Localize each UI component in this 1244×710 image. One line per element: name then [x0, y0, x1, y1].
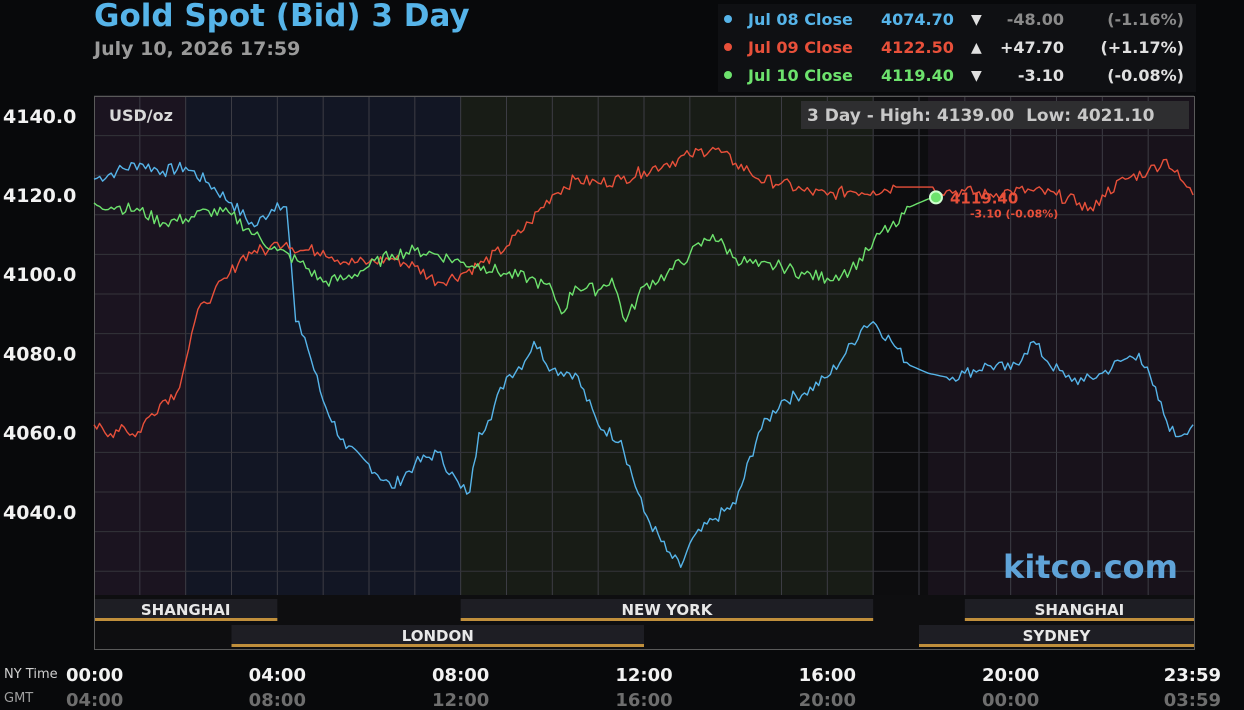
session-bar: [919, 625, 1194, 644]
x-tick-label-gmt: 04:00: [66, 690, 123, 710]
legend-close-value: 4074.70: [881, 10, 954, 29]
session-band: [460, 96, 874, 595]
legend-row-jul10: Jul 10 Close 4119.40 ▼ -3.10 (-0.08%): [718, 66, 1196, 88]
legend-row-jul09: Jul 09 Close 4122.50 ▲ +47.70 (+1.17%): [718, 38, 1196, 60]
series-line-jul-08-close: [93, 161, 1194, 568]
legend-label: Jul 10 Close: [748, 66, 853, 85]
legend-change: +47.70: [999, 38, 1064, 57]
x-tick-label-ny: 08:00: [432, 665, 489, 686]
x-tick-label-ny: 20:00: [982, 665, 1039, 686]
last-value-label: 4119.40: [950, 189, 1018, 207]
legend-dot: [724, 71, 732, 79]
range-label: 3 Day - High: 4139.00 Low: 4021.10: [807, 106, 1155, 126]
last-point-marker: [928, 190, 943, 205]
session-bars: SHANGHAI NEW YORK SHANGHAI LONDON SYDNEY: [94, 599, 1194, 647]
x-tick-label-gmt: 03:59: [1164, 690, 1221, 710]
x-tick-label-ny: 12:00: [615, 665, 672, 686]
x-tick-label-ny: 16:00: [799, 665, 856, 686]
legend-close-value: 4122.50: [881, 38, 954, 57]
legend-percent: (+1.17%): [1100, 38, 1184, 57]
session-label: SYDNEY: [1023, 627, 1092, 645]
legend-label: Jul 09 Close: [748, 38, 853, 57]
series-line-jul-09-close: [93, 146, 1194, 439]
series-line-jul-10-close: [93, 196, 937, 323]
axis-labels: 4140.0 4120.0 4100.0 4080.0 4060.0 4040.0 NY T…: [3, 106, 1221, 710]
y-tick-label: 4040.0: [3, 502, 76, 524]
session-label: SHANGHAI: [1035, 601, 1125, 619]
session-bar: [964, 599, 1194, 618]
down-arrow-icon: ▼: [971, 12, 982, 28]
legend-row-jul08: Jul 08 Close 4074.70 ▼ -48.00 (-1.16%): [718, 10, 1196, 32]
legend: Jul 08 Close 4074.70 ▼ -48.00 (-1.16%) J…: [718, 4, 1196, 92]
down-arrow-icon: ▼: [971, 68, 982, 84]
y-tick-label: 4060.0: [3, 423, 76, 445]
legend-dot: [724, 43, 732, 51]
session-band: [873, 96, 929, 595]
x-tick-label-ny: 04:00: [249, 665, 306, 686]
legend-percent: (-1.16%): [1107, 10, 1184, 29]
up-arrow-icon: ▲: [971, 40, 982, 56]
series-lines: [93, 146, 1194, 568]
legend-label: Jul 08 Close: [748, 10, 853, 29]
x-tick-label-ny: 00:00: [66, 665, 123, 686]
range-box: [801, 101, 1189, 129]
session-bar: [94, 599, 278, 618]
y-tick-label: 4140.0: [3, 106, 76, 128]
last-change-label: -3.10 (-0.08%): [970, 207, 1058, 220]
chart-title: Gold Spot (Bid) 3 Day: [94, 0, 470, 34]
session-underline: [94, 618, 278, 621]
x-tick-label-gmt: 12:00: [432, 690, 489, 710]
session-bar: [231, 625, 644, 644]
y-tick-label: 4100.0: [3, 264, 76, 286]
session-underline: [919, 644, 1194, 647]
x-tick-label-gmt: 20:00: [799, 690, 856, 710]
session-label: LONDON: [402, 627, 474, 645]
y-tick-label: 4080.0: [3, 343, 76, 365]
x-tick-label-gmt: 08:00: [249, 690, 306, 710]
legend-change: -48.00: [1006, 10, 1064, 29]
gmt-label: GMT: [4, 691, 33, 706]
session-underline: [231, 644, 644, 647]
legend-close-value: 4119.40: [881, 66, 954, 85]
gridlines: [94, 95, 1194, 595]
legend-percent: (-0.08%): [1107, 66, 1184, 85]
x-tick-label-gmt: 00:00: [982, 690, 1039, 710]
session-underline: [964, 618, 1194, 621]
legend-dot: [724, 15, 732, 23]
session-label: SHANGHAI: [141, 601, 231, 619]
plot-frame: [94, 96, 1195, 650]
session-band: [928, 96, 1194, 595]
session-bar: [460, 599, 874, 618]
legend-change: -3.10: [1017, 66, 1064, 85]
unit-label: USD/oz: [109, 106, 173, 125]
watermark: kitco.com: [1003, 548, 1178, 586]
ny-time-label: NY Time: [4, 667, 58, 682]
x-tick-label-ny: 23:59: [1164, 665, 1221, 686]
session-underline: [460, 618, 874, 621]
x-tick-label-gmt: 16:00: [615, 690, 672, 710]
chart-timestamp: July 10, 2026 17:59: [94, 38, 301, 60]
y-tick-label: 4120.0: [3, 185, 76, 207]
session-label: NEW YORK: [622, 601, 714, 619]
